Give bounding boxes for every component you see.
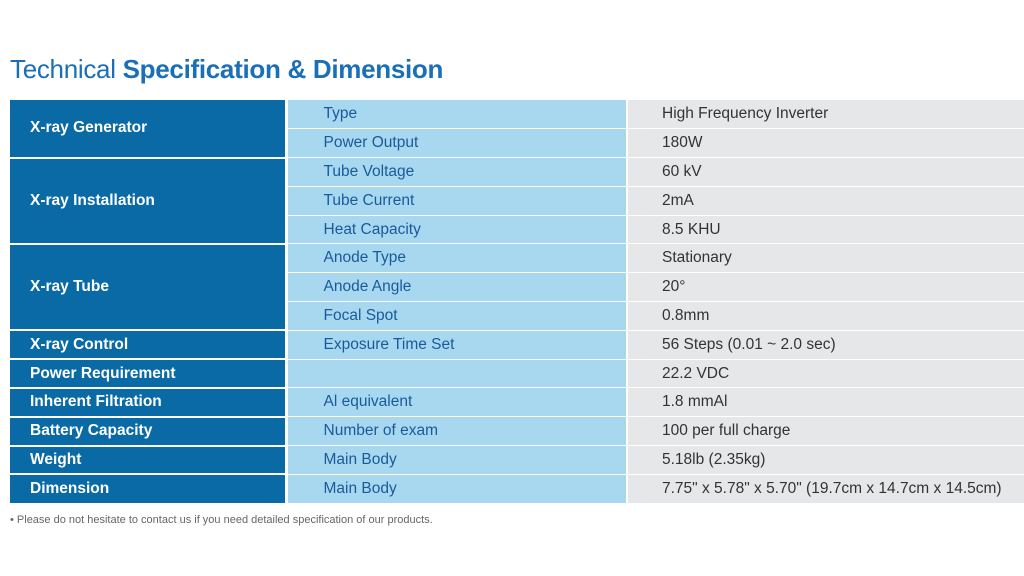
item-cell: Heat Capacity [284,215,627,245]
category-cell: Dimension [10,474,286,504]
footnote: • Please do not hesitate to contact us i… [10,514,433,526]
category-cell: Inherent Filtration [10,387,286,418]
item-cell: Tube Voltage [284,157,627,187]
table-row: Battery Capacity Number of exam 100 per … [10,416,1024,447]
category-cell: X-ray Installation [10,157,286,245]
value-cell: 20° [626,272,1024,303]
spec-table: X-ray Generator Type High Frequency Inve… [10,100,1024,504]
table-row: Dimension Main Body 7.75" x 5.78" x 5.70… [10,474,1024,504]
table-row: X-ray Installation Tube Voltage 60 kV [10,157,1024,245]
value-cell: 8.5 KHU [626,215,1024,245]
value-cell: 7.75" x 5.78" x 5.70" (19.7cm x 14.7cm x… [626,474,1024,504]
item-cell: Tube Current [284,186,627,216]
table-row: Weight Main Body 5.18lb (2.35kg) [10,445,1024,476]
category-cell: Power Requirement [10,359,286,389]
item-cell: Focal Spot [284,301,627,331]
value-cell: 56 Steps (0.01 ~ 2.0 sec) [626,330,1024,360]
title-bold: Specification & Dimension [122,54,444,84]
value-cell: 180W [626,128,1024,159]
category-cell: X-ray Control [10,330,286,361]
table-row: Power Output 180W [10,128,1024,159]
table-row: Tube Current 2mA [10,186,1024,216]
item-cell: Anode Type [284,243,627,274]
table-row: Focal Spot 0.8mm [10,301,1024,331]
table-row: X-ray Tube Anode Type Stationary [10,243,1024,332]
table-row: Inherent Filtration Al equivalent 1.8 mm… [10,387,1024,418]
value-cell: Stationary [626,243,1024,274]
item-cell: Type [284,100,627,130]
item-cell: Power Output [284,128,627,159]
item-cell: Main Body [284,474,627,504]
title-regular: Technical [10,54,123,84]
item-cell: Number of exam [284,416,627,447]
value-cell: 100 per full charge [626,416,1024,447]
category-cell: Battery Capacity [10,416,286,447]
table-row: X-ray Control Exposure Time Set 56 Steps… [10,330,1024,361]
item-cell: Exposure Time Set [284,330,627,360]
value-cell: 1.8 mmAl [626,387,1024,418]
table-row: Anode Angle 20° [10,272,1024,303]
page-title: Technical Specification & Dimension [10,54,443,85]
value-cell: 0.8mm [626,301,1024,331]
value-cell: 5.18lb (2.35kg) [626,445,1024,475]
table-row: Heat Capacity 8.5 KHU [10,215,1024,245]
value-cell: 2mA [626,186,1024,216]
item-cell [284,359,627,389]
value-cell: 22.2 VDC [626,359,1024,389]
table-row: X-ray Generator Type High Frequency Inve… [10,100,1024,159]
value-cell: High Frequency Inverter [626,100,1024,130]
value-cell: 60 kV [626,157,1024,187]
category-cell: X-ray Tube [10,243,286,332]
item-cell: Main Body [284,445,627,475]
category-cell: Weight [10,445,286,476]
item-cell: Al equivalent [284,387,627,418]
category-cell: X-ray Generator [10,100,286,159]
table-row: Power Requirement 22.2 VDC [10,359,1024,389]
item-cell: Anode Angle [284,272,627,303]
